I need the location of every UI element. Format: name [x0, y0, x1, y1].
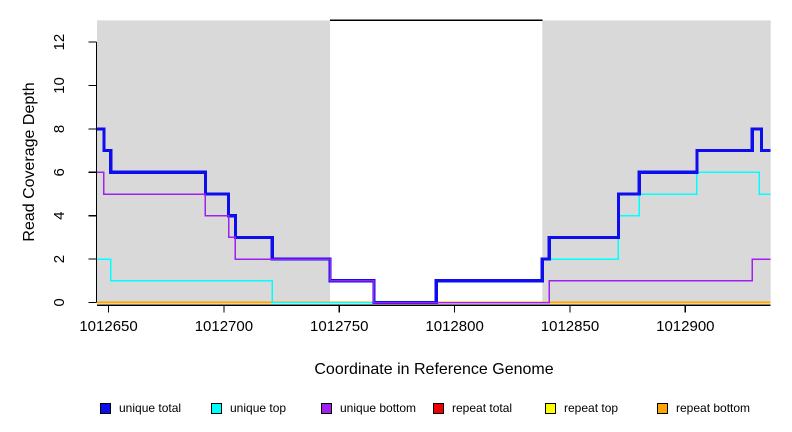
y-tick-label: 12	[51, 34, 68, 51]
y-tick-label: 10	[51, 77, 68, 94]
left-shaded-region	[97, 20, 331, 303]
x-axis-title: Coordinate in Reference Genome	[314, 361, 554, 378]
x-tick-label: 1012900	[656, 318, 714, 335]
y-tick-label: 2	[51, 255, 68, 263]
x-tick-label: 1012800	[425, 318, 483, 335]
y-tick-label: 8	[51, 125, 68, 133]
series-unique-top-line	[97, 171, 771, 304]
x-tick-label: 1012850	[541, 318, 599, 335]
x-tick-label: 1012750	[310, 318, 368, 335]
right-shaded-region	[542, 20, 771, 303]
y-tick-label: 6	[51, 168, 68, 176]
x-tick-label: 1012650	[79, 318, 137, 335]
y-tick-label: 0	[51, 298, 68, 306]
series-unique-bottom-line	[97, 171, 771, 304]
y-tick-label: 4	[51, 212, 68, 220]
y-axis-title: Read Coverage Depth	[21, 82, 38, 242]
x-tick-label: 1012700	[195, 318, 253, 335]
